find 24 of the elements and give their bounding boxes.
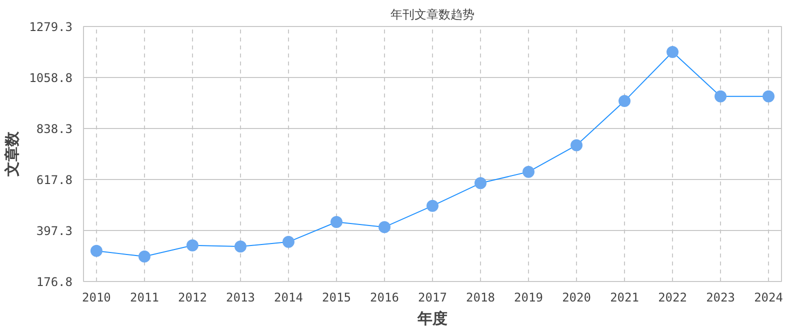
x-tick-label: 2010 (82, 290, 111, 304)
y-tick-label: 838.3 (36, 122, 72, 136)
x-tick-label: 2019 (514, 290, 543, 304)
y-tick-label: 1058.8 (29, 71, 73, 85)
x-tick-label: 2011 (130, 290, 159, 304)
x-tick-label: 2020 (562, 290, 591, 304)
chart-title: 年刊文章数趋势 (390, 8, 474, 22)
x-tick-label: 2017 (418, 290, 447, 304)
y-tick-label: 1279.3 (29, 20, 73, 34)
y-tick-label: 617.8 (36, 173, 72, 187)
y-tick-label: 176.8 (36, 275, 72, 289)
x-tick-label: 2018 (466, 290, 495, 304)
x-tick-label: 2015 (322, 290, 351, 304)
y-axis-title: 文章数 (3, 130, 22, 178)
x-tick-label: 2012 (178, 290, 207, 304)
x-tick-label: 2016 (370, 290, 399, 304)
x-tick-label: 2014 (274, 290, 303, 304)
x-tick-label: 2013 (226, 290, 255, 304)
x-tick-label: 2023 (706, 290, 735, 304)
x-tick-label: 2021 (610, 290, 639, 304)
x-tick-label: 2024 (754, 290, 783, 304)
x-tick-label: 2022 (658, 290, 687, 304)
x-axis-title: 年度 (416, 310, 448, 328)
y-tick-label: 397.3 (36, 224, 72, 238)
